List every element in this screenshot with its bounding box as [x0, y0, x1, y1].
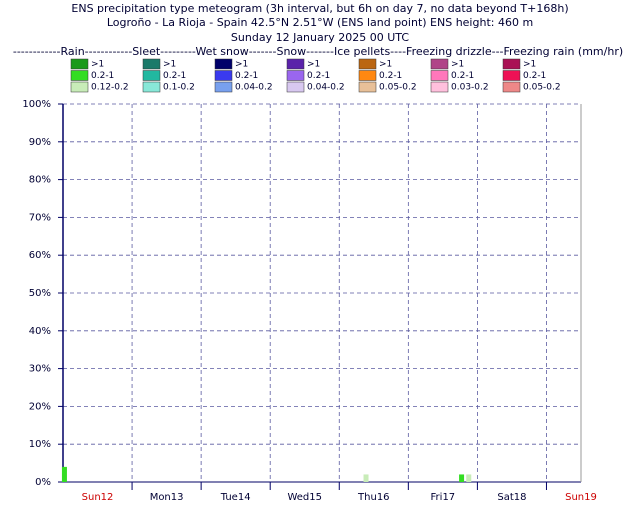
bar [459, 474, 465, 482]
legend-label: 0.2-1 [235, 71, 258, 81]
legend-label: 0.2-1 [307, 71, 330, 81]
legend-swatch [286, 81, 305, 93]
y-tick-label: 10% [29, 439, 51, 450]
x-tick-label: Sun12 [82, 492, 114, 503]
chart-title: ENS precipitation type meteogram (3h int… [71, 2, 568, 15]
legend-swatch [502, 58, 521, 70]
chart-subtitle: Logroño - La Rioja - Spain 42.5°N 2.51°W… [107, 16, 533, 29]
legend-label: >1 [91, 60, 104, 70]
legend-label: >1 [307, 60, 320, 70]
y-tick-label: 50% [29, 288, 51, 299]
legend-label: 0.03-0.2 [451, 83, 489, 93]
legend-swatch [142, 81, 161, 93]
legend-swatch [430, 81, 449, 93]
x-tick-label: Mon13 [150, 492, 184, 503]
legend-label: >1 [379, 60, 392, 70]
x-tick-label: Tue14 [220, 492, 251, 503]
legend-swatch [358, 70, 377, 81]
legend-label: 0.1-0.2 [163, 83, 195, 93]
y-tick-label: 0% [35, 477, 51, 488]
legend-swatch [214, 70, 233, 81]
legend-swatch [70, 81, 89, 93]
legend-title: ------------Rain------------Sleet-------… [13, 45, 623, 58]
legend-label: 0.2-1 [91, 71, 114, 81]
legend-swatch [502, 81, 521, 93]
legend-swatch [286, 70, 305, 81]
y-tick-label: 60% [29, 250, 51, 261]
legend-label: >1 [451, 60, 464, 70]
legend-swatch [214, 58, 233, 70]
legend-label: >1 [235, 60, 248, 70]
x-tick-label: Thu16 [357, 492, 390, 503]
legend-label: 0.2-1 [523, 71, 546, 81]
y-tick-label: 100% [22, 99, 51, 110]
legend-swatch [70, 58, 89, 70]
x-tick-label: Wed15 [287, 492, 322, 503]
legend-swatch [430, 58, 449, 70]
legend-swatch [358, 58, 377, 70]
legend-label: >1 [163, 60, 176, 70]
legend-swatch [358, 81, 377, 93]
legend-label: 0.05-0.2 [379, 83, 417, 93]
legend-label: 0.04-0.2 [307, 83, 345, 93]
legend-swatch [286, 58, 305, 70]
bar [61, 466, 67, 482]
x-tick-label: Sun19 [565, 492, 597, 503]
y-tick-label: 70% [29, 212, 51, 223]
y-tick-label: 80% [29, 175, 51, 186]
chart-date: Sunday 12 January 2025 00 UTC [231, 31, 409, 44]
y-tick-label: 30% [29, 364, 51, 375]
y-tick-label: 40% [29, 326, 51, 337]
legend-swatch [70, 70, 89, 81]
legend-label: 0.12-0.2 [91, 83, 129, 93]
legend-swatch [214, 81, 233, 93]
legend-swatch [142, 58, 161, 70]
y-tick-label: 90% [29, 137, 51, 148]
legend-label: 0.2-1 [163, 71, 186, 81]
legend-swatch [502, 70, 521, 81]
y-tick-label: 20% [29, 401, 51, 412]
legend-label: 0.2-1 [451, 71, 474, 81]
x-tick-label: Sat18 [497, 492, 526, 503]
legend-label: 0.05-0.2 [523, 83, 561, 93]
x-tick-label: Fri17 [431, 492, 456, 503]
bar [363, 474, 369, 482]
legend-swatch [430, 70, 449, 81]
legend-swatch [142, 70, 161, 81]
bar [466, 474, 472, 482]
legend-label: >1 [523, 60, 536, 70]
legend-label: 0.04-0.2 [235, 83, 273, 93]
legend-label: 0.2-1 [379, 71, 402, 81]
